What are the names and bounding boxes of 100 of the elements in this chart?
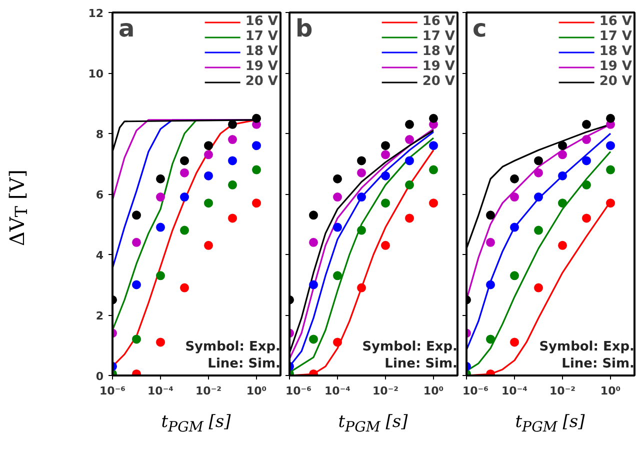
point	[228, 180, 237, 190]
point	[534, 156, 543, 166]
point	[582, 156, 591, 166]
point	[333, 192, 342, 202]
point	[381, 198, 390, 208]
point	[405, 135, 414, 144]
point	[132, 210, 141, 220]
point	[132, 238, 141, 247]
point	[309, 280, 318, 290]
legend-label: 17 V	[599, 29, 632, 44]
point	[582, 180, 591, 190]
x-tick-label: 10⁻⁶	[286, 384, 312, 398]
legend-label: 17 V	[422, 29, 455, 44]
y-tick-label: 12	[88, 7, 104, 20]
x-tick-label: 10⁻²	[550, 384, 576, 398]
x-tick-label: 10⁻⁶	[462, 384, 489, 398]
legend-label: 19 V	[422, 59, 455, 74]
point	[429, 114, 438, 123]
chart-title: b	[296, 14, 313, 42]
x-tick-label: 10⁻⁶	[100, 384, 126, 398]
x-tick-label: 10⁻⁴	[502, 384, 528, 398]
point	[486, 334, 495, 344]
legend-label: 16 V	[422, 14, 455, 29]
legend-label: 18 V	[599, 44, 632, 59]
point	[405, 180, 414, 190]
point	[405, 120, 414, 129]
point	[381, 171, 390, 180]
point	[510, 271, 519, 280]
point	[132, 280, 141, 290]
point	[204, 198, 213, 208]
point	[558, 198, 567, 208]
annotation: Symbol: Exp.	[185, 340, 280, 354]
point	[228, 135, 237, 144]
point	[252, 114, 261, 123]
point	[429, 141, 438, 150]
point	[156, 222, 165, 232]
y-tick-label: 2	[96, 310, 104, 322]
point	[606, 141, 615, 150]
point	[132, 334, 141, 344]
legend-label: 20 V	[422, 74, 455, 89]
x-tick-label: 10⁰	[600, 384, 621, 398]
point	[582, 135, 591, 144]
point	[381, 141, 390, 150]
point	[333, 271, 342, 280]
point	[558, 171, 567, 180]
chart-title: a	[118, 14, 135, 42]
point	[486, 210, 495, 220]
point	[582, 120, 591, 129]
point	[510, 222, 519, 232]
point	[558, 150, 567, 160]
legend-label: 18 V	[245, 44, 278, 59]
point	[252, 141, 261, 150]
y-tick-label: 6	[96, 188, 104, 202]
point	[309, 334, 318, 344]
point	[180, 192, 189, 202]
chart-title: c	[472, 14, 487, 42]
point	[228, 120, 237, 129]
point	[204, 150, 213, 160]
point	[357, 156, 366, 166]
legend-label: 20 V	[599, 74, 632, 89]
x-tick-label: 10⁻²	[196, 384, 222, 398]
point	[180, 156, 189, 166]
legend-label: 17 V	[245, 29, 278, 44]
x-axis-title: t$_{PGM}$ [s]	[161, 411, 231, 438]
annotation: Line: Sim.	[208, 356, 281, 372]
point	[180, 226, 189, 235]
point	[486, 280, 495, 290]
point	[510, 174, 519, 184]
point	[429, 165, 438, 174]
x-tick-label: 10⁰	[423, 384, 444, 398]
point	[381, 150, 390, 160]
point	[180, 168, 189, 178]
point	[534, 226, 543, 235]
point	[252, 165, 261, 174]
y-tick-label: 4	[96, 249, 104, 262]
point	[405, 156, 414, 166]
x-tick-label: 10⁰	[246, 384, 267, 398]
point	[606, 114, 615, 123]
point	[558, 141, 567, 150]
x-axis-title: t$_{PGM}$ [s]	[338, 411, 408, 438]
point	[228, 156, 237, 166]
y-tick-label: 0	[96, 370, 104, 383]
annotation: Symbol: Exp.	[539, 340, 634, 354]
y-tick-label: 8	[96, 128, 104, 141]
legend-label: 16 V	[245, 14, 278, 29]
point	[357, 226, 366, 235]
point	[357, 168, 366, 178]
legend-label: 18 V	[422, 44, 455, 59]
point	[156, 192, 165, 202]
legend-label: 19 V	[245, 59, 278, 74]
point	[156, 271, 165, 280]
legend-label: 19 V	[599, 59, 632, 74]
annotation: Symbol: Exp.	[362, 340, 458, 354]
point	[606, 165, 615, 174]
x-tick-label: 10⁻⁴	[148, 384, 174, 398]
y-tick-label: 10	[88, 68, 104, 80]
point	[510, 192, 519, 202]
annotation: Line: Sim.	[384, 356, 458, 372]
legend-label: 20 V	[245, 74, 278, 89]
point	[357, 192, 366, 202]
